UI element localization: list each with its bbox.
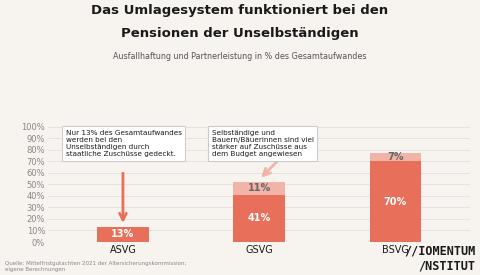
- Bar: [370, 161, 421, 242]
- Bar: [97, 227, 149, 242]
- Text: Quelle: Mittelfristgutachten 2021 der Altersicherungskommission;
eigene Berechnu: Quelle: Mittelfristgutachten 2021 der Al…: [5, 262, 186, 272]
- Text: Das Umlagesystem funktioniert bei den: Das Umlagesystem funktioniert bei den: [91, 4, 389, 17]
- Text: Pensionen der Unselbständigen: Pensionen der Unselbständigen: [121, 28, 359, 40]
- Text: 70%: 70%: [384, 197, 407, 207]
- Text: 7%: 7%: [387, 152, 404, 162]
- Text: Ausfallhaftung und Partnerleistung in % des Gesamtaufwandes: Ausfallhaftung und Partnerleistung in % …: [113, 52, 367, 61]
- Bar: [233, 182, 285, 195]
- Text: 41%: 41%: [248, 213, 271, 223]
- Text: 13%: 13%: [111, 230, 134, 240]
- Bar: [233, 195, 285, 242]
- Text: 11%: 11%: [248, 183, 271, 193]
- Legend: Ausfallhaftung, Partnerleistung: Ausfallhaftung, Partnerleistung: [158, 274, 318, 275]
- Bar: [370, 153, 421, 161]
- Text: Nur 13% des Gesamtaufwandes
werden bei den
Unselbständigen durch
staatliche Zusc: Nur 13% des Gesamtaufwandes werden bei d…: [66, 130, 182, 157]
- Text: //IOMENTUM
/NSTITUT: //IOMENTUM /NSTITUT: [404, 244, 475, 272]
- Text: Selbständige und
Bauern/Bäuerinnen sind viel
stärker auf Zuschüsse aus
dem Budge: Selbständige und Bauern/Bäuerinnen sind …: [212, 130, 313, 157]
